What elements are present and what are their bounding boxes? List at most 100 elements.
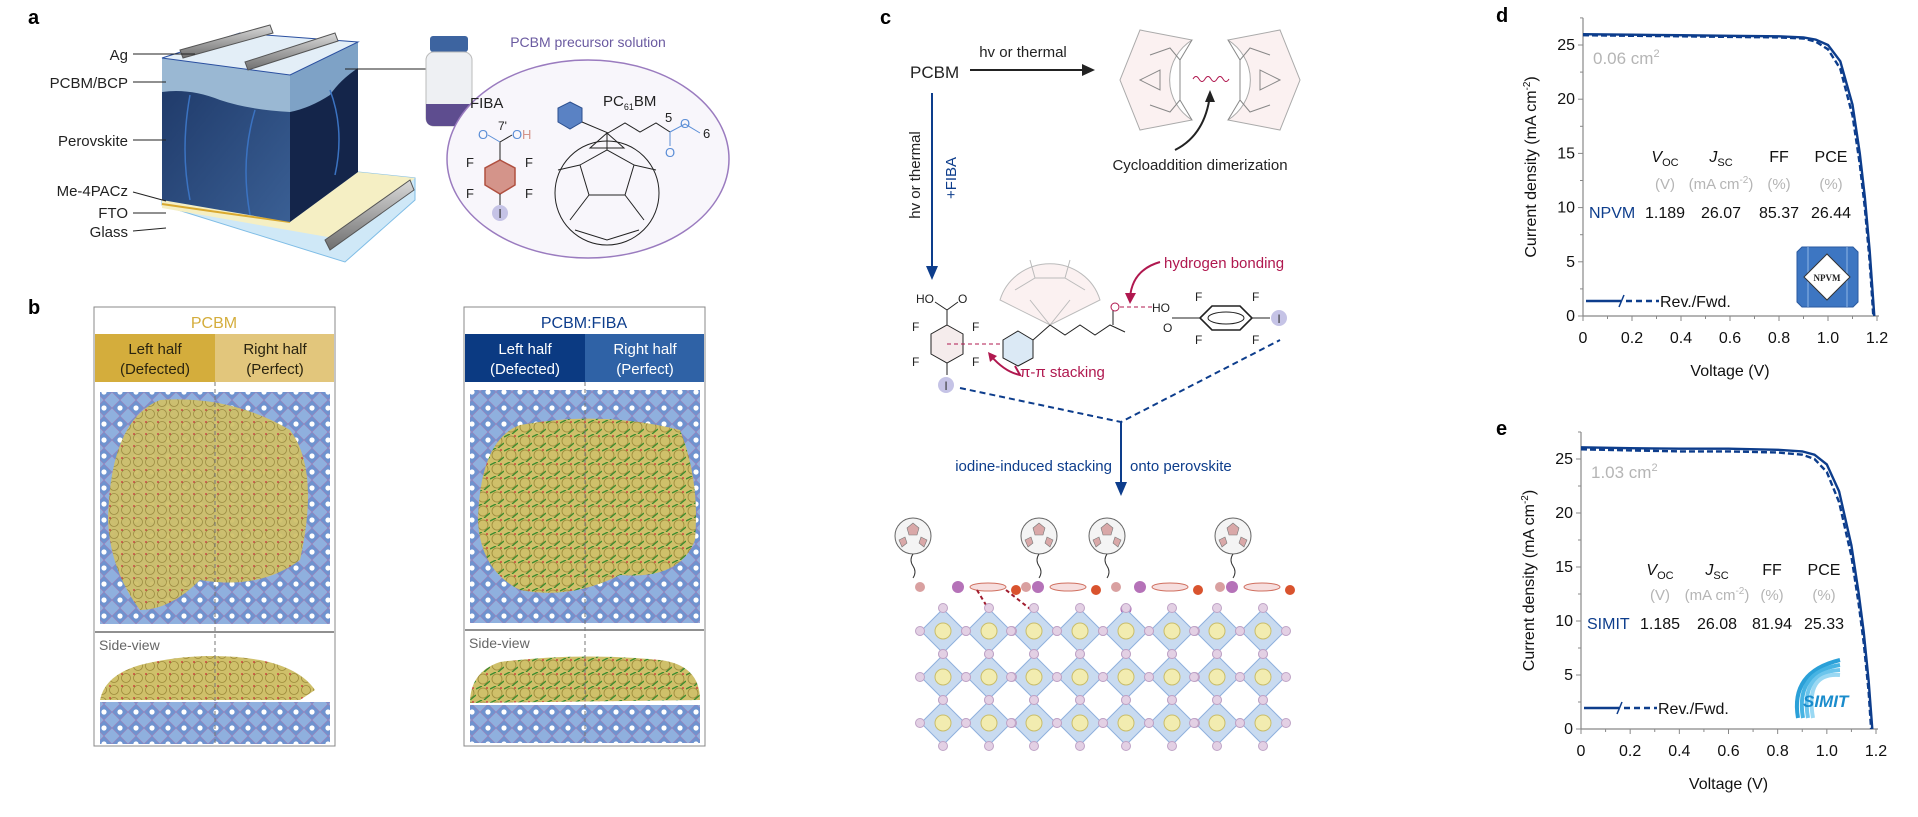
pcbm-title: PCBM (191, 315, 237, 332)
device-stack-illustration (161, 24, 416, 263)
fullerene-icon (1214, 517, 1252, 579)
fiba-hydroxyl-o: O (512, 127, 522, 142)
top-condition-label: hv or thermal (979, 44, 1067, 61)
pcbm-position-6: 6 (703, 126, 710, 141)
x-tick-label: 0.4 (1668, 743, 1690, 760)
layer-label-glass: Glass (90, 224, 128, 241)
pb-atom (1163, 714, 1181, 732)
x-tick-label: 1.0 (1816, 743, 1838, 760)
x-tick-label: 0.8 (1768, 330, 1790, 347)
pb-atom (1254, 622, 1272, 640)
pcbm-ester-o: O (680, 116, 690, 131)
table-header: PCE (1815, 149, 1848, 166)
y-tick-label: 15 (1557, 145, 1575, 162)
table-value: 26.07 (1701, 205, 1741, 222)
y-axis-label: Current density (mA cm-2) (1520, 490, 1538, 671)
x-tick-label: 0.2 (1619, 743, 1641, 760)
table-unit: (%) (1819, 176, 1842, 193)
fiba-surface-molecule (915, 581, 1021, 595)
layer-label-fto: FTO (98, 205, 128, 222)
perovskite-lattice (915, 603, 1291, 751)
solution-ellipse (446, 59, 730, 259)
device-name: SIMIT (1587, 616, 1630, 633)
fiba-surface-molecule (1215, 581, 1295, 595)
x-tick-label: 1.0 (1817, 330, 1839, 347)
legend-slash (1618, 294, 1625, 308)
x-tick-label: 0.4 (1670, 330, 1692, 347)
fiba-additive-label: +FIBA (943, 157, 960, 199)
table-value: 1.185 (1640, 616, 1680, 633)
pb-atom (980, 714, 998, 732)
pcbm-fiba-aggregate (478, 418, 696, 593)
atom-f: F (912, 355, 919, 369)
ag-electrode (179, 24, 274, 59)
fullerene-icon (1020, 517, 1058, 579)
cycloaddition-bond (1192, 76, 1230, 82)
npvm-logo-text: NPVM (1814, 273, 1841, 283)
side-view-label: Side-view (469, 635, 531, 651)
fullerene-icon (894, 517, 932, 579)
fiba-name: FIBA (470, 95, 503, 112)
solution-title: PCBM precursor solution (510, 34, 666, 50)
pb-atom (1071, 622, 1089, 640)
fullerene-icon (1088, 517, 1126, 579)
table-value: 1.189 (1645, 205, 1685, 222)
layer-label-me-4pacz: Me-4PACz (57, 183, 128, 200)
pb-atom (980, 668, 998, 686)
perovskite-lattice-side-view (100, 702, 330, 744)
pb-atom (1117, 668, 1135, 686)
pb-atom (1254, 714, 1272, 732)
x-tick-label: 0.6 (1717, 743, 1739, 760)
surface-molecule-layer (894, 517, 1295, 615)
panel-label-b: b (28, 297, 40, 319)
left-half-header (95, 334, 215, 382)
atom-o: O (1163, 321, 1172, 335)
pb-atom (1254, 668, 1272, 686)
fiba-f: F (525, 155, 533, 170)
atom-i: I (944, 379, 947, 393)
panel-label-c: c (880, 7, 891, 29)
pb-atom (1208, 668, 1226, 686)
table-unit: (mA cm-2) (1685, 586, 1750, 604)
y-tick-label: 20 (1555, 505, 1573, 522)
arrow-down-icon (1125, 293, 1136, 304)
atom-ho: HO (916, 292, 934, 306)
npvm-logo: NPVM (1796, 246, 1859, 308)
panel-label-a: a (28, 7, 40, 29)
pb-atom (934, 622, 952, 640)
pb-atom (1117, 622, 1135, 640)
atom-f: F (972, 355, 979, 369)
pcbm-fiba-simulation-box: PCBM:FIBA Left half (Defected) Right hal… (463, 306, 706, 747)
simit-logo-text: SIMIT (1803, 692, 1850, 711)
table-unit: (mA cm-2) (1689, 175, 1754, 193)
table-header: VOC (1646, 562, 1673, 582)
simit-logo: SIMIT (1794, 658, 1850, 719)
arrow-icon (988, 352, 997, 362)
left-half-header (465, 334, 585, 382)
y-tick-label: 0 (1566, 308, 1575, 325)
pcbm-position-5: 5 (665, 110, 672, 125)
x-tick-label: 0 (1579, 330, 1588, 347)
dimer-caption: Cycloaddition dimerization (1112, 157, 1287, 174)
side-view-label: Side-view (99, 637, 161, 653)
table-unit: (%) (1767, 176, 1790, 193)
pcbm-name: PC61BM (603, 93, 656, 112)
stacking-label-left: iodine-induced stacking (955, 458, 1112, 475)
layer-label-pcbm-bcp: PCBM/BCP (50, 75, 128, 92)
pcbm-start-label: PCBM (910, 63, 959, 82)
atom-f: F (1252, 333, 1259, 347)
pb-atom (1071, 668, 1089, 686)
atom-f: F (912, 320, 919, 334)
device-name: NPVM (1589, 205, 1635, 222)
pcbm-simulation-box: PCBM Left half (Defected) Right half (Pe… (93, 306, 336, 747)
pb-atom (1208, 622, 1226, 640)
table-value: 26.08 (1697, 616, 1737, 633)
table-unit: (V) (1650, 587, 1670, 604)
atom-f: F (1195, 290, 1202, 304)
ag-electrode (324, 179, 415, 251)
fiba-molecule: FIBA O 7' O H F F F F I (466, 95, 533, 221)
table-header: PCE (1808, 562, 1841, 579)
x-axis-label: Voltage (V) (1690, 363, 1769, 380)
y-tick-label: 10 (1555, 613, 1573, 630)
